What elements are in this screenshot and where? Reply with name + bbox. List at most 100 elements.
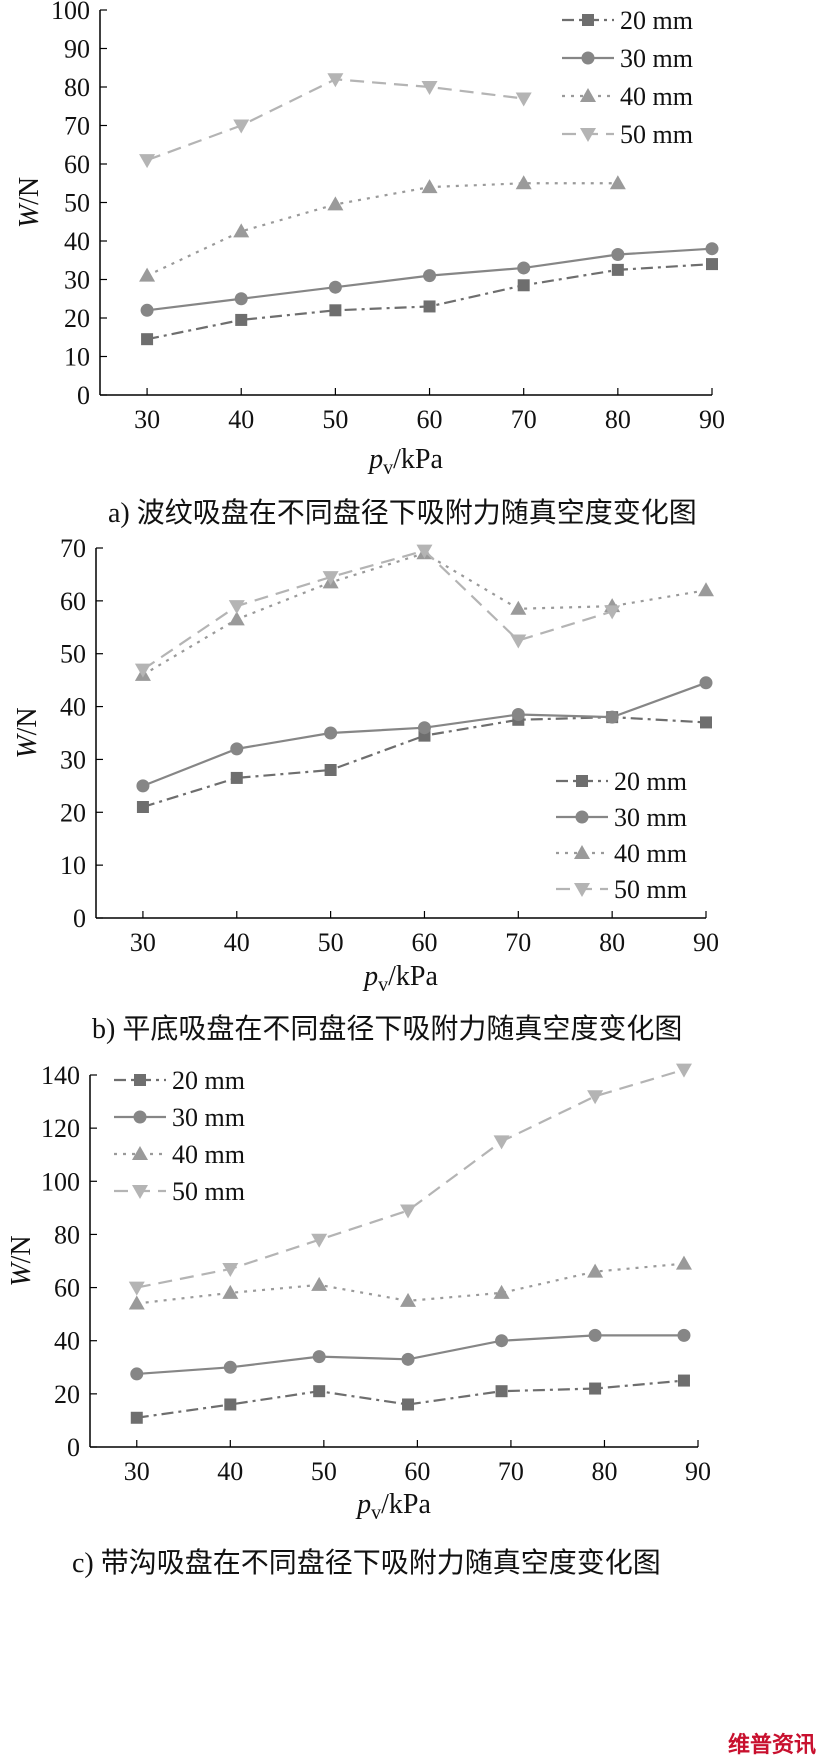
x-tick-label: 40 — [224, 928, 250, 957]
legend-entry: 40 mm — [114, 1140, 245, 1169]
data-point — [517, 279, 530, 292]
x-tick-label: 60 — [417, 405, 443, 434]
y-tick-label: 120 — [41, 1114, 80, 1143]
legend-label: 20 mm — [172, 1066, 245, 1095]
legend-entry: 50 mm — [114, 1177, 245, 1206]
data-point — [141, 333, 154, 346]
y-tick-label: 0 — [67, 1433, 80, 1462]
series-40-mm — [139, 175, 626, 282]
data-point — [605, 710, 619, 724]
data-point — [515, 92, 532, 107]
x-tick-label: 90 — [699, 405, 725, 434]
legend-marker — [132, 1146, 148, 1160]
data-point — [401, 1352, 415, 1366]
series-line — [142, 549, 613, 671]
figure-caption: b) 平底吸盘在不同盘径下吸附力随真空度变化图 — [92, 1013, 682, 1045]
data-point — [423, 300, 436, 313]
x-tick-label: 60 — [404, 1457, 430, 1486]
y-tick-label: 10 — [64, 343, 90, 372]
data-point — [312, 1350, 326, 1364]
legend-entry: 40 mm — [556, 839, 687, 868]
legend-marker — [581, 51, 595, 65]
data-point — [699, 676, 713, 690]
data-point — [587, 1090, 604, 1105]
legend-entry: 30 mm — [114, 1103, 245, 1132]
data-point — [700, 716, 712, 729]
legend-marker — [580, 128, 596, 142]
x-axis-title: pv/kPa — [362, 961, 438, 996]
data-point — [139, 267, 156, 282]
series-line — [146, 78, 524, 162]
legend-marker — [132, 1185, 148, 1199]
legend-label: 30 mm — [172, 1103, 245, 1132]
y-tick-label: 80 — [64, 73, 90, 102]
series-40-mm — [128, 1255, 692, 1310]
data-point — [495, 1334, 509, 1348]
legend-entry: 30 mm — [562, 44, 693, 73]
data-point — [140, 303, 154, 317]
data-point — [329, 304, 342, 317]
y-tick-label: 50 — [64, 189, 90, 218]
data-point — [223, 1360, 237, 1374]
data-point — [400, 1292, 417, 1307]
series-40-mm — [134, 545, 714, 681]
data-point — [588, 1328, 602, 1342]
legend-label: 30 mm — [620, 44, 693, 73]
data-point — [706, 258, 718, 271]
data-point — [233, 119, 250, 134]
data-point — [511, 708, 525, 721]
data-point — [228, 600, 245, 615]
series-30-mm — [136, 676, 713, 793]
data-point — [313, 1385, 326, 1398]
data-point — [327, 196, 344, 211]
y-tick-label: 0 — [77, 381, 90, 410]
x-tick-label: 90 — [685, 1457, 711, 1486]
legend-entry: 30 mm — [556, 803, 687, 832]
data-point — [234, 292, 248, 306]
legend-entry: 20 mm — [556, 767, 687, 796]
data-point — [609, 175, 626, 190]
chart-panel-2: 0 10 20 30 40 50 60 70 30 40 50 60 70 80 90 pv/kPa W/N 20… — [12, 534, 719, 1045]
series-50-mm — [134, 544, 621, 678]
data-point — [228, 611, 245, 626]
data-point — [675, 1063, 692, 1078]
data-point — [698, 582, 714, 597]
y-tick-label: 20 — [64, 304, 90, 333]
x-tick-label: 40 — [217, 1457, 243, 1486]
y-tick-label: 10 — [60, 851, 86, 880]
x-tick-label: 90 — [693, 928, 719, 957]
data-point — [233, 223, 250, 238]
data-point — [400, 1204, 417, 1219]
series-20-mm — [141, 258, 718, 346]
x-axis-title: pv/kPa — [367, 444, 443, 479]
legend-marker — [574, 883, 590, 897]
legend-label: 50 mm — [172, 1177, 245, 1206]
data-point — [328, 280, 342, 294]
data-point — [324, 764, 337, 776]
data-point — [587, 1263, 604, 1278]
data-point — [510, 634, 527, 649]
data-point — [128, 1281, 145, 1296]
x-tick-label: 50 — [311, 1457, 337, 1486]
y-tick-label: 40 — [64, 227, 90, 256]
series-50-mm — [139, 73, 532, 169]
chart-panel-3: 0 20 40 60 80 100 120 140 30 40 50 60 70 80 90 pv/kPa W/… — [6, 1061, 711, 1579]
x-tick-label: 30 — [124, 1457, 150, 1486]
x-tick-label: 80 — [591, 1457, 617, 1486]
y-tick-label: 70 — [60, 534, 86, 563]
y-tick-label: 60 — [60, 587, 86, 616]
data-point — [222, 1262, 239, 1277]
legend-marker — [580, 88, 596, 102]
data-point — [130, 1367, 144, 1381]
x-tick-label: 70 — [505, 928, 531, 957]
series-line — [142, 552, 707, 676]
y-tick-label: 40 — [60, 693, 86, 722]
data-point — [235, 313, 248, 326]
data-point — [495, 1385, 508, 1398]
x-tick-label: 40 — [228, 405, 254, 434]
data-point — [136, 801, 149, 813]
y-tick-label: 30 — [64, 266, 90, 295]
data-point — [589, 1382, 602, 1395]
y-tick-label: 90 — [64, 35, 90, 64]
legend-label: 40 mm — [620, 82, 693, 111]
